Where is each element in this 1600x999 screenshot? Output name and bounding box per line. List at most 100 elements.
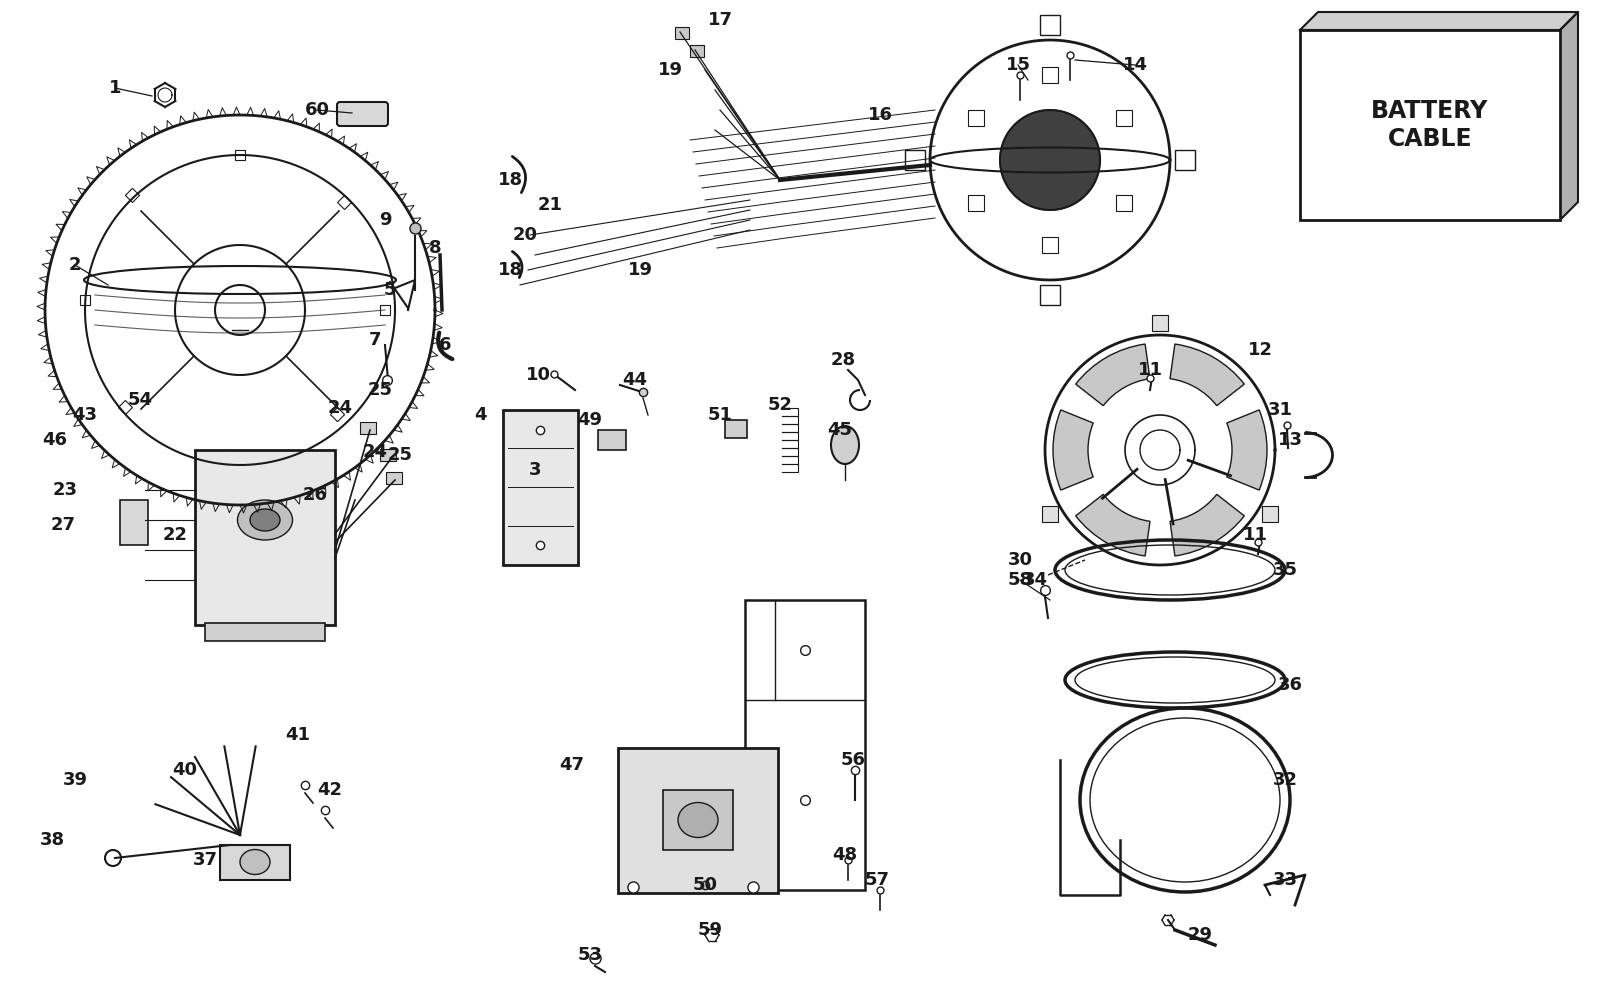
Text: 7: 7 xyxy=(368,331,381,349)
Text: 21: 21 xyxy=(538,196,563,214)
Text: 2: 2 xyxy=(69,256,82,274)
Polygon shape xyxy=(1560,12,1578,220)
Text: 20: 20 xyxy=(512,226,538,244)
Bar xyxy=(618,748,778,893)
Text: 4: 4 xyxy=(474,406,486,424)
Text: BATTERY
CABLE: BATTERY CABLE xyxy=(1371,99,1488,151)
Bar xyxy=(746,600,866,890)
Bar xyxy=(662,790,733,850)
Text: 12: 12 xyxy=(1248,341,1272,359)
Ellipse shape xyxy=(250,509,280,531)
Text: 16: 16 xyxy=(867,106,893,124)
Text: 32: 32 xyxy=(1272,771,1298,789)
Text: 41: 41 xyxy=(285,726,310,744)
Text: 11: 11 xyxy=(1243,526,1267,544)
Text: 26: 26 xyxy=(302,486,328,504)
Text: 47: 47 xyxy=(560,756,584,774)
Text: 58: 58 xyxy=(1008,571,1032,589)
Bar xyxy=(381,449,397,461)
Bar xyxy=(226,450,235,460)
Wedge shape xyxy=(1053,410,1093,491)
Bar xyxy=(502,410,578,565)
Text: 46: 46 xyxy=(43,431,67,449)
Text: 1: 1 xyxy=(109,79,122,97)
Text: 35: 35 xyxy=(1272,561,1298,579)
Bar xyxy=(598,430,626,450)
Text: 44: 44 xyxy=(622,371,648,389)
Text: 24: 24 xyxy=(328,399,352,417)
Bar xyxy=(331,408,344,422)
Bar xyxy=(906,150,925,170)
Wedge shape xyxy=(1075,344,1150,406)
Polygon shape xyxy=(1299,12,1578,30)
Text: 10: 10 xyxy=(525,366,550,384)
Bar xyxy=(381,305,390,315)
Bar xyxy=(675,27,690,39)
Text: 25: 25 xyxy=(387,446,413,464)
Bar xyxy=(125,189,139,203)
Circle shape xyxy=(1000,110,1101,210)
Bar xyxy=(221,845,290,880)
Bar xyxy=(1299,30,1560,220)
Bar xyxy=(690,45,704,57)
Bar xyxy=(1040,285,1059,305)
Text: 3: 3 xyxy=(528,461,541,479)
Bar xyxy=(338,196,352,210)
Bar xyxy=(195,450,334,625)
Text: 27: 27 xyxy=(51,516,75,534)
Text: 54: 54 xyxy=(128,391,152,409)
Bar xyxy=(80,295,90,305)
Text: 13: 13 xyxy=(1277,431,1302,449)
Text: 34: 34 xyxy=(1022,571,1048,589)
Text: 31: 31 xyxy=(1267,401,1293,419)
Text: 42: 42 xyxy=(317,781,342,799)
Text: 52: 52 xyxy=(768,396,792,414)
Bar xyxy=(1040,15,1059,35)
Text: 39: 39 xyxy=(62,771,88,789)
Text: 40: 40 xyxy=(173,761,197,779)
Ellipse shape xyxy=(830,426,859,464)
Text: 11: 11 xyxy=(1138,361,1163,379)
Wedge shape xyxy=(1170,495,1245,556)
Text: 18: 18 xyxy=(498,171,523,189)
Text: 57: 57 xyxy=(864,871,890,889)
Bar xyxy=(968,110,984,126)
Bar xyxy=(1115,195,1131,211)
Text: 56: 56 xyxy=(840,751,866,769)
Text: 53: 53 xyxy=(578,946,603,964)
Wedge shape xyxy=(1075,495,1150,556)
Ellipse shape xyxy=(678,802,718,837)
Text: 9: 9 xyxy=(379,211,392,229)
Wedge shape xyxy=(1170,344,1245,406)
Bar xyxy=(1262,505,1278,521)
Text: 45: 45 xyxy=(827,421,853,439)
Text: 49: 49 xyxy=(578,411,603,429)
Bar xyxy=(360,422,376,434)
Text: 24: 24 xyxy=(363,443,387,461)
Text: 50: 50 xyxy=(693,876,717,894)
Text: 17: 17 xyxy=(707,11,733,29)
Text: 19: 19 xyxy=(658,61,683,79)
Ellipse shape xyxy=(240,849,270,874)
Bar xyxy=(1042,67,1058,83)
Text: 38: 38 xyxy=(40,831,64,849)
Text: 6: 6 xyxy=(438,336,451,354)
Text: 14: 14 xyxy=(1123,56,1147,74)
Text: 25: 25 xyxy=(368,381,392,399)
Bar xyxy=(725,420,747,438)
Text: 51: 51 xyxy=(707,406,733,424)
Bar xyxy=(235,150,245,160)
Ellipse shape xyxy=(237,500,293,540)
Bar xyxy=(968,195,984,211)
Text: 15: 15 xyxy=(1005,56,1030,74)
FancyBboxPatch shape xyxy=(338,102,387,126)
Text: 19: 19 xyxy=(627,261,653,279)
Text: 60: 60 xyxy=(304,101,330,119)
Text: 5: 5 xyxy=(384,281,397,299)
Text: 48: 48 xyxy=(832,846,858,864)
Text: 22: 22 xyxy=(163,526,187,544)
Text: 8: 8 xyxy=(429,239,442,257)
Bar xyxy=(205,623,325,641)
Text: 36: 36 xyxy=(1277,676,1302,694)
Bar xyxy=(118,401,133,415)
